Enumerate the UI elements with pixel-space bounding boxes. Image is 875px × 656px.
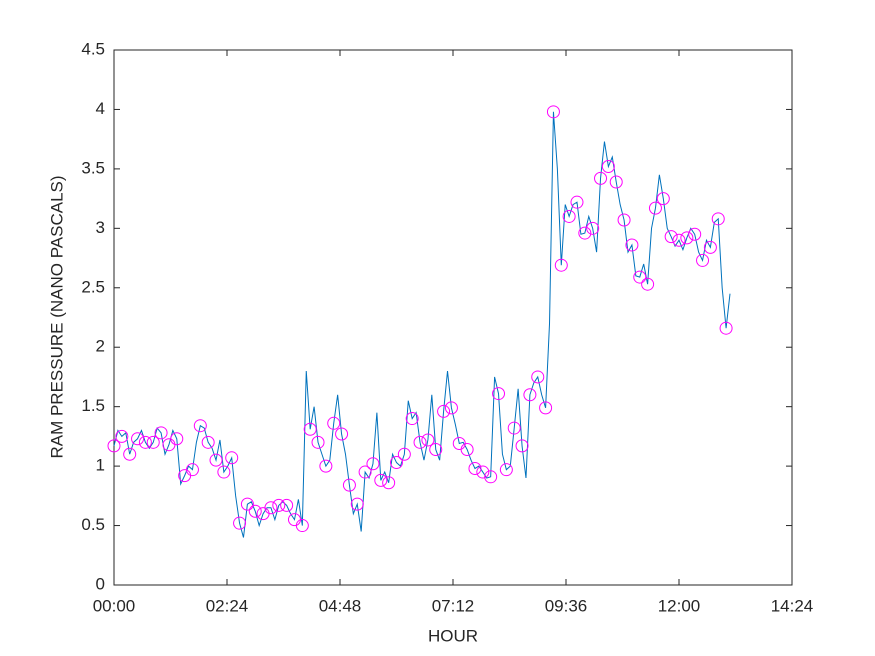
marker [248, 504, 262, 518]
marker [358, 465, 372, 479]
y-tick-label: 3 [96, 218, 105, 237]
x-tick-label: 02:24 [206, 596, 249, 615]
marker [193, 419, 207, 433]
x-tick-label: 00:00 [93, 596, 136, 615]
y-tick-label: 2 [96, 337, 105, 356]
marker [107, 439, 121, 453]
marker [185, 463, 199, 477]
x-tick-label: 12:00 [658, 596, 701, 615]
marker [680, 231, 694, 245]
marker [664, 230, 678, 244]
marker [390, 456, 403, 470]
marker [366, 457, 380, 471]
marker [201, 435, 215, 449]
marker [460, 442, 474, 456]
marker [217, 465, 231, 479]
marker [719, 321, 733, 335]
marker [131, 432, 145, 446]
marker [641, 277, 655, 291]
marker [421, 433, 435, 447]
marker [554, 258, 568, 272]
marker [601, 160, 615, 174]
marker [154, 426, 168, 440]
marker [499, 463, 513, 477]
marker [484, 470, 498, 484]
marker [594, 171, 608, 185]
marker [562, 209, 576, 223]
marker [303, 422, 317, 436]
marker [468, 461, 482, 475]
marker [531, 370, 545, 384]
marker [546, 105, 560, 119]
marker [397, 447, 411, 461]
marker [413, 435, 427, 449]
marker [539, 401, 553, 415]
marker [492, 387, 506, 401]
y-axis-label: RAM PRESSURE (NANO PASCALS) [47, 175, 66, 458]
data-line [113, 111, 731, 538]
marker [570, 195, 584, 209]
y-tick-label: 2.5 [81, 277, 105, 296]
marker [609, 175, 623, 189]
marker [405, 412, 419, 426]
marker [703, 240, 717, 254]
marker [625, 238, 639, 252]
y-tick-label: 1.5 [81, 396, 105, 415]
marker [233, 516, 247, 530]
marker [586, 221, 600, 235]
y-tick-label: 0.5 [81, 515, 105, 534]
marker [507, 421, 521, 435]
marker [374, 473, 388, 487]
marker [335, 427, 349, 441]
marker [711, 212, 725, 226]
marker [444, 401, 458, 415]
y-tick-label: 1 [96, 456, 105, 475]
marker [280, 498, 294, 512]
marker [696, 253, 710, 267]
marker [656, 192, 670, 206]
x-tick-label: 07:12 [432, 596, 475, 615]
y-tick-label: 4 [96, 99, 105, 118]
marker [437, 404, 451, 418]
marker [382, 476, 396, 490]
marker [115, 429, 129, 443]
marker [672, 233, 686, 247]
x-tick-label: 14:24 [771, 596, 814, 615]
marker [170, 432, 184, 446]
marker [311, 435, 325, 449]
marker [476, 465, 490, 479]
marker [272, 498, 286, 512]
marker [138, 435, 152, 449]
marker [578, 226, 592, 240]
marker [123, 447, 137, 461]
marker [225, 451, 239, 465]
x-tick-label: 09:36 [545, 596, 588, 615]
marker [648, 201, 662, 215]
marker [209, 453, 223, 467]
y-tick-label: 4.5 [81, 39, 105, 58]
marker [342, 478, 356, 492]
marker [350, 497, 364, 511]
marker [319, 459, 333, 473]
marker [617, 213, 631, 227]
marker [240, 497, 254, 511]
marker [515, 439, 529, 453]
marker [633, 270, 647, 284]
marker [146, 435, 160, 449]
x-tick-label: 04:48 [319, 596, 362, 615]
y-tick-label: 0 [96, 574, 105, 593]
marker [429, 442, 443, 456]
marker [327, 416, 341, 430]
marker [523, 388, 537, 402]
marker [264, 501, 278, 515]
x-axis-label: HOUR [428, 626, 478, 645]
y-tick-label: 3.5 [81, 158, 105, 177]
marker [688, 227, 702, 241]
marker [295, 519, 309, 533]
